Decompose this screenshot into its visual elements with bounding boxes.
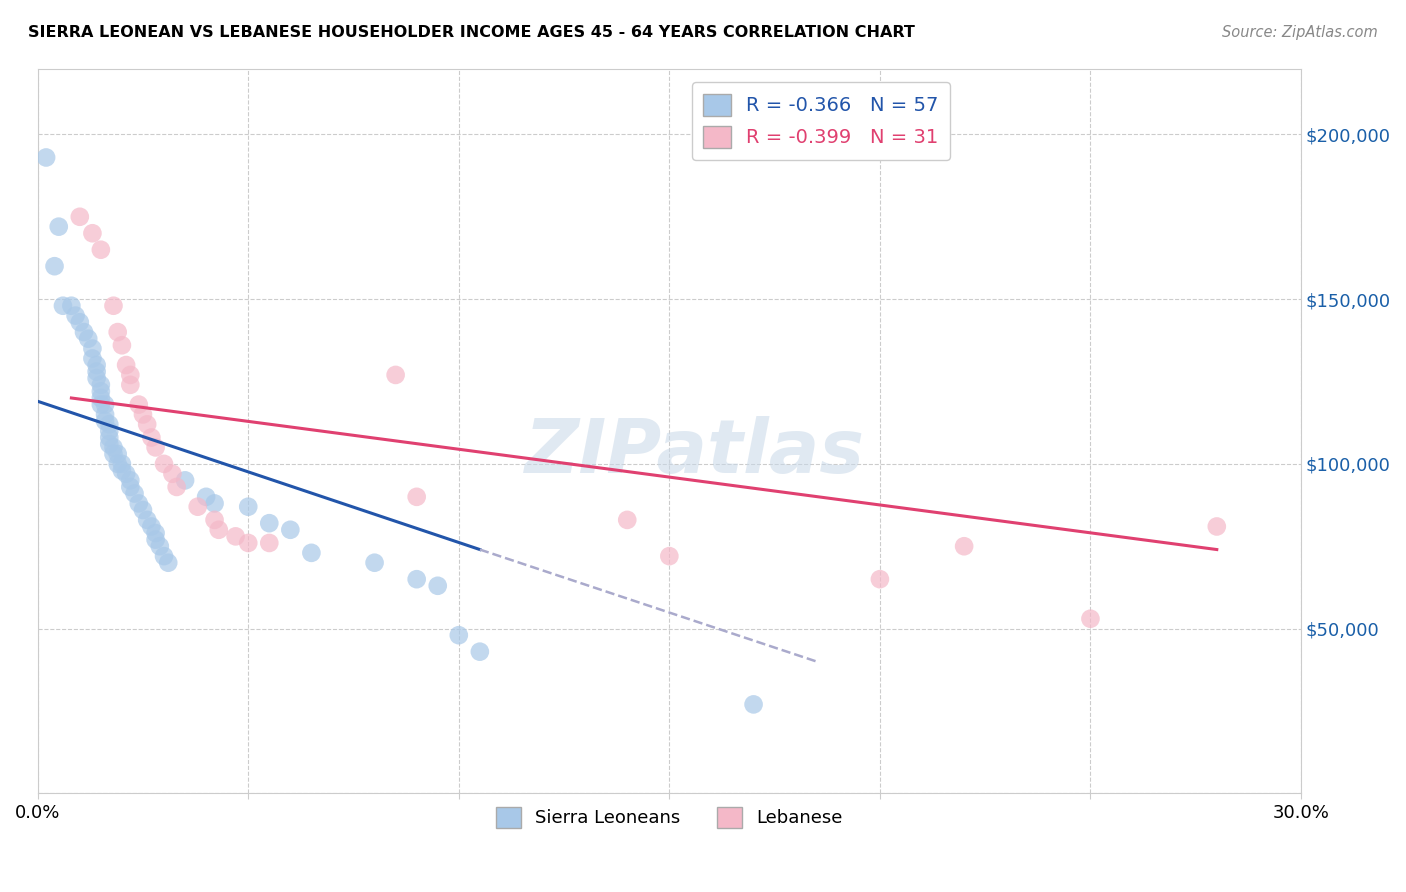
Point: [124, 486, 146, 500]
Point: [115, 358, 138, 372]
Point: [742, 698, 765, 712]
Text: Source: ZipAtlas.com: Source: ZipAtlas.com: [1222, 25, 1378, 40]
Point: [35, 151, 58, 165]
Point: [869, 572, 891, 586]
Point: [120, 474, 142, 488]
Text: ZIPatlas: ZIPatlas: [524, 417, 865, 489]
Legend: Sierra Leoneans, Lebanese: Sierra Leoneans, Lebanese: [488, 800, 851, 835]
Point: [77, 332, 100, 346]
Point: [616, 513, 638, 527]
Point: [94, 408, 117, 422]
Point: [103, 447, 125, 461]
Point: [98, 417, 121, 432]
Point: [82, 342, 104, 356]
Point: [259, 536, 281, 550]
Point: [107, 325, 129, 339]
Point: [73, 325, 96, 339]
Point: [468, 645, 491, 659]
Point: [48, 219, 70, 234]
Point: [953, 539, 976, 553]
Point: [90, 377, 112, 392]
Point: [145, 526, 167, 541]
Point: [86, 365, 108, 379]
Point: [174, 474, 197, 488]
Point: [111, 457, 134, 471]
Point: [1080, 612, 1102, 626]
Point: [86, 371, 108, 385]
Point: [145, 533, 167, 547]
Point: [238, 536, 260, 550]
Text: SIERRA LEONEAN VS LEBANESE HOUSEHOLDER INCOME AGES 45 - 64 YEARS CORRELATION CHA: SIERRA LEONEAN VS LEBANESE HOUSEHOLDER I…: [28, 25, 915, 40]
Point: [136, 513, 159, 527]
Point: [259, 516, 281, 531]
Point: [426, 579, 449, 593]
Point: [136, 417, 159, 432]
Point: [384, 368, 406, 382]
Point: [225, 529, 247, 543]
Point: [299, 546, 322, 560]
Point: [132, 503, 155, 517]
Point: [238, 500, 260, 514]
Point: [69, 210, 91, 224]
Point: [658, 549, 681, 563]
Point: [82, 351, 104, 366]
Point: [128, 398, 150, 412]
Point: [141, 519, 163, 533]
Point: [204, 496, 226, 510]
Point: [187, 500, 209, 514]
Point: [157, 556, 180, 570]
Point: [447, 628, 470, 642]
Point: [153, 457, 176, 471]
Point: [65, 309, 87, 323]
Point: [162, 467, 184, 481]
Point: [90, 384, 112, 399]
Point: [90, 391, 112, 405]
Point: [98, 437, 121, 451]
Point: [82, 226, 104, 240]
Point: [153, 549, 176, 563]
Point: [195, 490, 218, 504]
Point: [69, 315, 91, 329]
Point: [128, 496, 150, 510]
Point: [280, 523, 302, 537]
Point: [103, 299, 125, 313]
Point: [60, 299, 83, 313]
Point: [94, 398, 117, 412]
Point: [1205, 519, 1227, 533]
Point: [141, 430, 163, 444]
Point: [405, 572, 427, 586]
Point: [204, 513, 226, 527]
Point: [98, 424, 121, 438]
Point: [44, 259, 66, 273]
Point: [405, 490, 427, 504]
Point: [103, 441, 125, 455]
Point: [208, 523, 231, 537]
Point: [132, 408, 155, 422]
Point: [107, 457, 129, 471]
Point: [98, 430, 121, 444]
Point: [107, 447, 129, 461]
Point: [120, 377, 142, 392]
Point: [363, 556, 385, 570]
Point: [149, 539, 172, 553]
Point: [166, 480, 188, 494]
Point: [90, 398, 112, 412]
Point: [111, 463, 134, 477]
Point: [120, 480, 142, 494]
Point: [145, 441, 167, 455]
Point: [90, 243, 112, 257]
Point: [120, 368, 142, 382]
Point: [86, 358, 108, 372]
Point: [94, 414, 117, 428]
Point: [52, 299, 75, 313]
Point: [111, 338, 134, 352]
Point: [115, 467, 138, 481]
